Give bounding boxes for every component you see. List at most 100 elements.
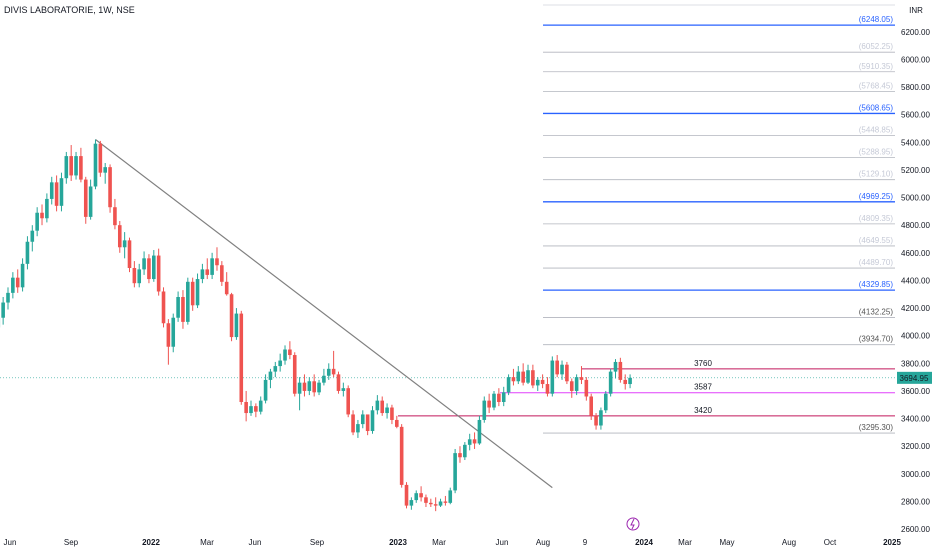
candle-body <box>331 368 336 375</box>
x-tick-label: 2024 <box>635 538 653 547</box>
fib-label: (4132.25) <box>859 307 894 316</box>
y-tick-label: 5800.00 <box>901 83 930 92</box>
candle-body <box>516 371 521 382</box>
candle-body <box>93 143 98 187</box>
candle-body <box>40 212 44 219</box>
candle-body <box>535 379 540 386</box>
y-tick-label: 3000.00 <box>901 470 930 479</box>
last-price-tag <box>897 371 932 384</box>
candle-body <box>103 167 107 173</box>
candle-body <box>254 406 258 412</box>
x-tick-label: Sep <box>64 538 79 547</box>
candle-body <box>263 379 268 401</box>
candle-body <box>79 156 83 180</box>
candle-body <box>545 384 550 394</box>
candle-body <box>482 400 487 420</box>
candle-body <box>69 156 73 176</box>
candle-body <box>409 500 414 506</box>
candle-body <box>20 263 25 288</box>
candle-body <box>30 230 35 242</box>
candle-body <box>555 360 559 375</box>
candle-body <box>429 502 433 505</box>
candle-body <box>239 313 244 403</box>
candle-body <box>472 439 477 444</box>
candle-body <box>83 179 88 217</box>
x-tick-label: 2022 <box>142 538 160 547</box>
fib-label: (3295.30) <box>859 423 894 432</box>
y-tick-label: 4400.00 <box>901 276 930 285</box>
candle-body <box>477 419 482 444</box>
candle-body <box>108 167 112 208</box>
x-tick-label: 2025 <box>883 538 901 547</box>
candle-body <box>59 178 64 206</box>
candle-body <box>297 382 302 394</box>
candle-body <box>220 265 224 282</box>
candle-body <box>399 426 404 485</box>
currency-button[interactable]: INR <box>909 6 923 15</box>
candle-body <box>64 156 69 179</box>
y-tick-label: 4000.00 <box>901 332 930 341</box>
candle-body <box>487 400 491 408</box>
fib-label: (5288.95) <box>859 148 894 157</box>
candle-body <box>205 269 210 275</box>
fib-label: (5910.35) <box>859 62 894 71</box>
y-tick-label: 4200.00 <box>901 304 930 313</box>
candle-body <box>550 360 555 394</box>
candle-body <box>380 400 385 414</box>
candle-body <box>195 279 200 306</box>
candle-body <box>424 497 428 503</box>
y-tick-label: 2600.00 <box>901 525 930 534</box>
candle-body <box>302 382 307 391</box>
candle-body <box>156 255 161 292</box>
x-tick-label: May <box>719 538 734 547</box>
candle-body <box>161 291 166 324</box>
candle-body <box>453 453 457 491</box>
candle-body <box>224 281 229 295</box>
y-tick-label: 3400.00 <box>901 415 930 424</box>
candle-body <box>365 414 370 432</box>
candle-body <box>127 240 132 268</box>
candle-body <box>458 453 462 458</box>
fib-label: (5768.45) <box>859 81 894 90</box>
x-tick-label: Aug <box>536 538 550 547</box>
x-tick-label: Jun <box>4 538 17 547</box>
x-tick-label: Mar <box>200 538 214 547</box>
candle-body <box>117 225 122 248</box>
fib-label: (5608.65) <box>859 103 894 112</box>
lightning-icon <box>626 517 640 531</box>
candle-body <box>137 269 142 284</box>
candle-body <box>463 444 467 458</box>
x-tick-label: Sep <box>310 538 325 547</box>
candle-body <box>560 364 564 375</box>
y-tick-label: 6000.00 <box>901 55 930 64</box>
level-label: 3760 <box>694 359 712 368</box>
fib-label: (4489.70) <box>859 258 894 267</box>
fib-label: (5129.10) <box>859 170 894 179</box>
x-tick-label: Aug <box>782 538 796 547</box>
candle-body <box>283 349 287 361</box>
candle-body <box>404 484 409 506</box>
x-tick-label: Oct <box>824 538 837 547</box>
candle-body <box>540 379 545 385</box>
candle-body <box>307 381 312 391</box>
candle-body <box>181 297 185 322</box>
candle-body <box>618 361 623 380</box>
x-tick-label: Mar <box>678 538 692 547</box>
lightning-glyph <box>630 518 635 530</box>
candle-body <box>501 392 506 403</box>
fib-label: (4969.25) <box>859 192 894 201</box>
candle-body <box>385 407 389 414</box>
candle-body <box>132 267 137 284</box>
fib-label: (4809.35) <box>859 214 894 223</box>
y-tick-label: 2800.00 <box>901 497 930 506</box>
candle-body <box>370 410 375 432</box>
candle-body <box>166 323 171 347</box>
x-tick-label: Mar <box>432 538 446 547</box>
candle-body <box>268 371 273 380</box>
candle-body <box>433 504 438 506</box>
y-tick-label: 5400.00 <box>901 138 930 147</box>
y-tick-label: 4800.00 <box>901 221 930 230</box>
candle-body <box>122 240 127 248</box>
candle-body <box>54 182 59 206</box>
